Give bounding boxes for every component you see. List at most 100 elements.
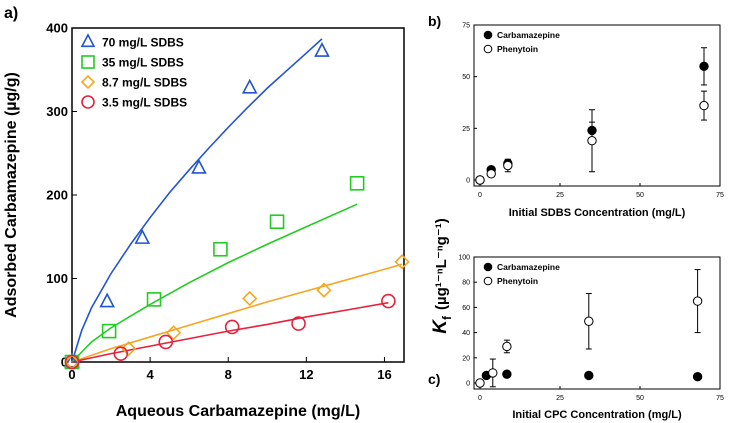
chart-c: 0 25 50 75 0 20 40 60 80 100 Initial CPC Concentra… [458,254,724,421]
kf-subscript: f [440,315,454,320]
data-point [475,175,485,185]
data-point [134,229,151,244]
chart-a: 0 4 8 12 16 0 100 200 300 400 Aqueous Carbamazepin… [3,21,410,420]
legend-marker [81,55,95,69]
data-point [191,158,207,174]
data-point [64,352,80,368]
data-point [486,169,496,179]
legend-marker [80,74,96,90]
shared-y-axis-label: Kf (µg¹⁻ⁿL⁻ⁿg⁻¹) [430,218,454,333]
legend-marker [81,95,95,109]
x-tick-label: 16 [377,367,391,382]
x-tick-label: 0 [478,192,482,199]
legend-label: 8.7 mg/L SDBS [102,75,187,89]
x-tick-label: 0 [68,367,75,382]
panel-label-c: c) [428,371,440,387]
x-axis-label: Aqueous Carbamazepine (mg/L) [116,403,360,420]
legend-label: Carbamazepine [497,30,560,40]
x-tick-label: 4 [147,367,155,382]
legend-label: 70 mg/L SDBS [102,35,184,49]
data-point [699,100,709,111]
y-tick-label: 50 [462,74,470,81]
data-point [101,323,117,339]
data-point [475,378,485,388]
fit-line [71,203,358,363]
data-point [699,61,709,72]
y-tick-label: 0 [61,355,68,370]
x-axis-label: Initial SDBS Concentration (mg/L) [509,207,686,219]
y-tick-label: 100 [46,271,68,286]
y-tick-label: 20 [462,355,470,362]
legend-marker [80,33,96,48]
y-tick-label: 75 [462,22,470,29]
x-tick-label: 0 [478,395,482,402]
data-point [314,42,330,57]
data-point [99,292,115,308]
y-tick-label: 0 [466,177,470,184]
kf-units: (µg¹⁻ⁿL⁻ⁿg⁻¹) [433,218,450,310]
data-point [381,293,396,309]
data-point [113,346,129,361]
plot-frame [473,24,721,187]
data-point [224,319,240,335]
legend-label: Phenytoin [497,276,538,286]
legend-marker [483,44,493,54]
data-point [158,334,174,350]
data-point [502,341,512,352]
panel-label-a: a) [4,5,18,22]
data-point [349,176,365,191]
plot-frame [473,256,721,390]
fit-line [71,263,403,363]
data-point [241,78,258,94]
data-point [488,368,498,378]
kf-symbol: K [430,319,451,334]
x-axis-label: Initial CPC Concentration (mg/L) [512,409,682,421]
x-tick-label: 12 [299,367,313,382]
y-axis-label: Adsorbed Carbamazepine (µg/g) [3,72,20,318]
data-point [316,282,332,298]
fit-line [71,38,323,363]
legend-marker [483,276,493,286]
legend-label: 35 mg/L SDBS [102,55,184,69]
y-tick-label: 100 [458,254,470,261]
y-tick-label: 300 [46,104,68,119]
data-point [121,341,137,357]
legend-label: Phenytoin [497,44,538,54]
x-tick-label: 75 [716,192,724,199]
data-point [502,369,512,379]
data-point [242,290,258,307]
data-point [692,372,703,382]
x-tick-label: 50 [636,192,644,199]
data-point [587,136,597,146]
data-point [291,316,306,331]
legend-marker [483,30,493,40]
svg-text:Kf(µg¹⁻ⁿL⁻ⁿg⁻¹): Kf (µg¹⁻ⁿL⁻ⁿg⁻¹) [430,218,454,333]
y-tick-label: 80 [462,280,470,287]
legend-label: 3.5 mg/L SDBS [102,95,187,109]
legend-marker [483,262,493,272]
panel-label-b: b) [428,13,441,29]
data-point [213,241,228,257]
chart-b: 0 25 50 75 0 25 50 75 Initial SDBS Concentration… [462,22,724,219]
x-tick-label: 75 [716,395,724,402]
y-tick-label: 25 [462,126,470,133]
data-point [165,325,182,341]
data-point [394,254,410,270]
y-tick-label: 400 [46,21,68,36]
x-tick-label: 8 [225,367,232,382]
data-point [146,292,162,307]
data-point [269,214,285,230]
data-point [503,160,513,171]
x-tick-label: 25 [556,192,564,199]
data-point [692,296,703,306]
legend-label: Carbamazepine [497,262,560,272]
x-tick-label: 50 [636,395,644,402]
y-tick-label: 40 [462,330,470,337]
y-tick-label: 60 [462,305,470,312]
data-point [64,354,80,370]
data-point [584,370,594,381]
data-point [584,316,594,326]
y-tick-label: 0 [466,380,470,387]
x-tick-label: 25 [556,395,564,402]
